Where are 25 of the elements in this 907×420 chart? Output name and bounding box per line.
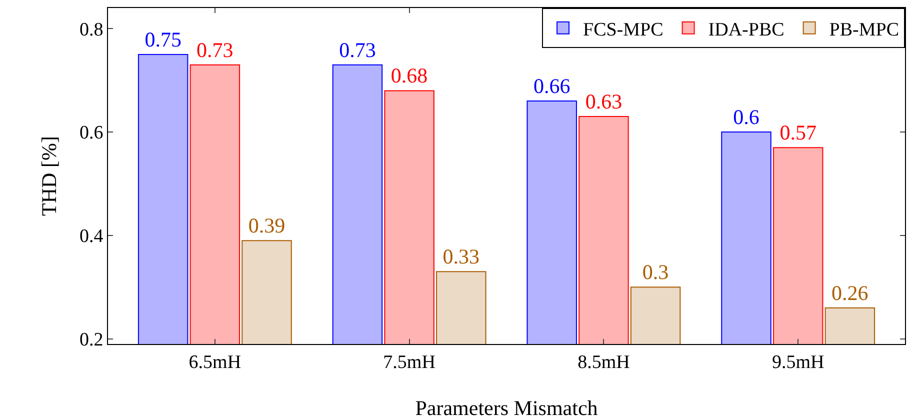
data-label: 0.63 (585, 90, 622, 114)
y-tick-label: 0.8 (79, 19, 104, 40)
x-tick-label: 6.5mH (188, 352, 242, 373)
legend-label: IDA-PBC (708, 19, 784, 40)
y-tick-label: 0.2 (79, 329, 104, 350)
data-label: 0.6 (733, 105, 760, 130)
x-axis-title: Parameters Mismatch (415, 396, 598, 420)
data-label: 0.75 (144, 28, 182, 52)
data-label: 0.39 (248, 214, 286, 238)
legend-label: PB-MPC (829, 19, 899, 40)
data-label: 0.66 (533, 74, 570, 98)
x-tick-label: 8.5mH (578, 352, 630, 373)
data-label: 0.73 (196, 38, 234, 62)
data-label: 0.3 (642, 260, 669, 284)
y-tick-label: 0.4 (79, 226, 104, 248)
data-label: 0.73 (339, 38, 376, 62)
data-label: 0.33 (442, 244, 480, 269)
y-tick-label: 0.6 (79, 122, 104, 144)
data-label: 0.57 (780, 120, 816, 145)
legend-label: FCS-MPC (583, 19, 664, 40)
data-label: 0.26 (832, 280, 868, 305)
y-axis-title: THD [%] (37, 136, 61, 216)
data-label: 0.68 (390, 64, 428, 88)
x-tick-label: 9.5mH (772, 352, 824, 373)
x-tick-label: 7.5mH (383, 352, 436, 373)
